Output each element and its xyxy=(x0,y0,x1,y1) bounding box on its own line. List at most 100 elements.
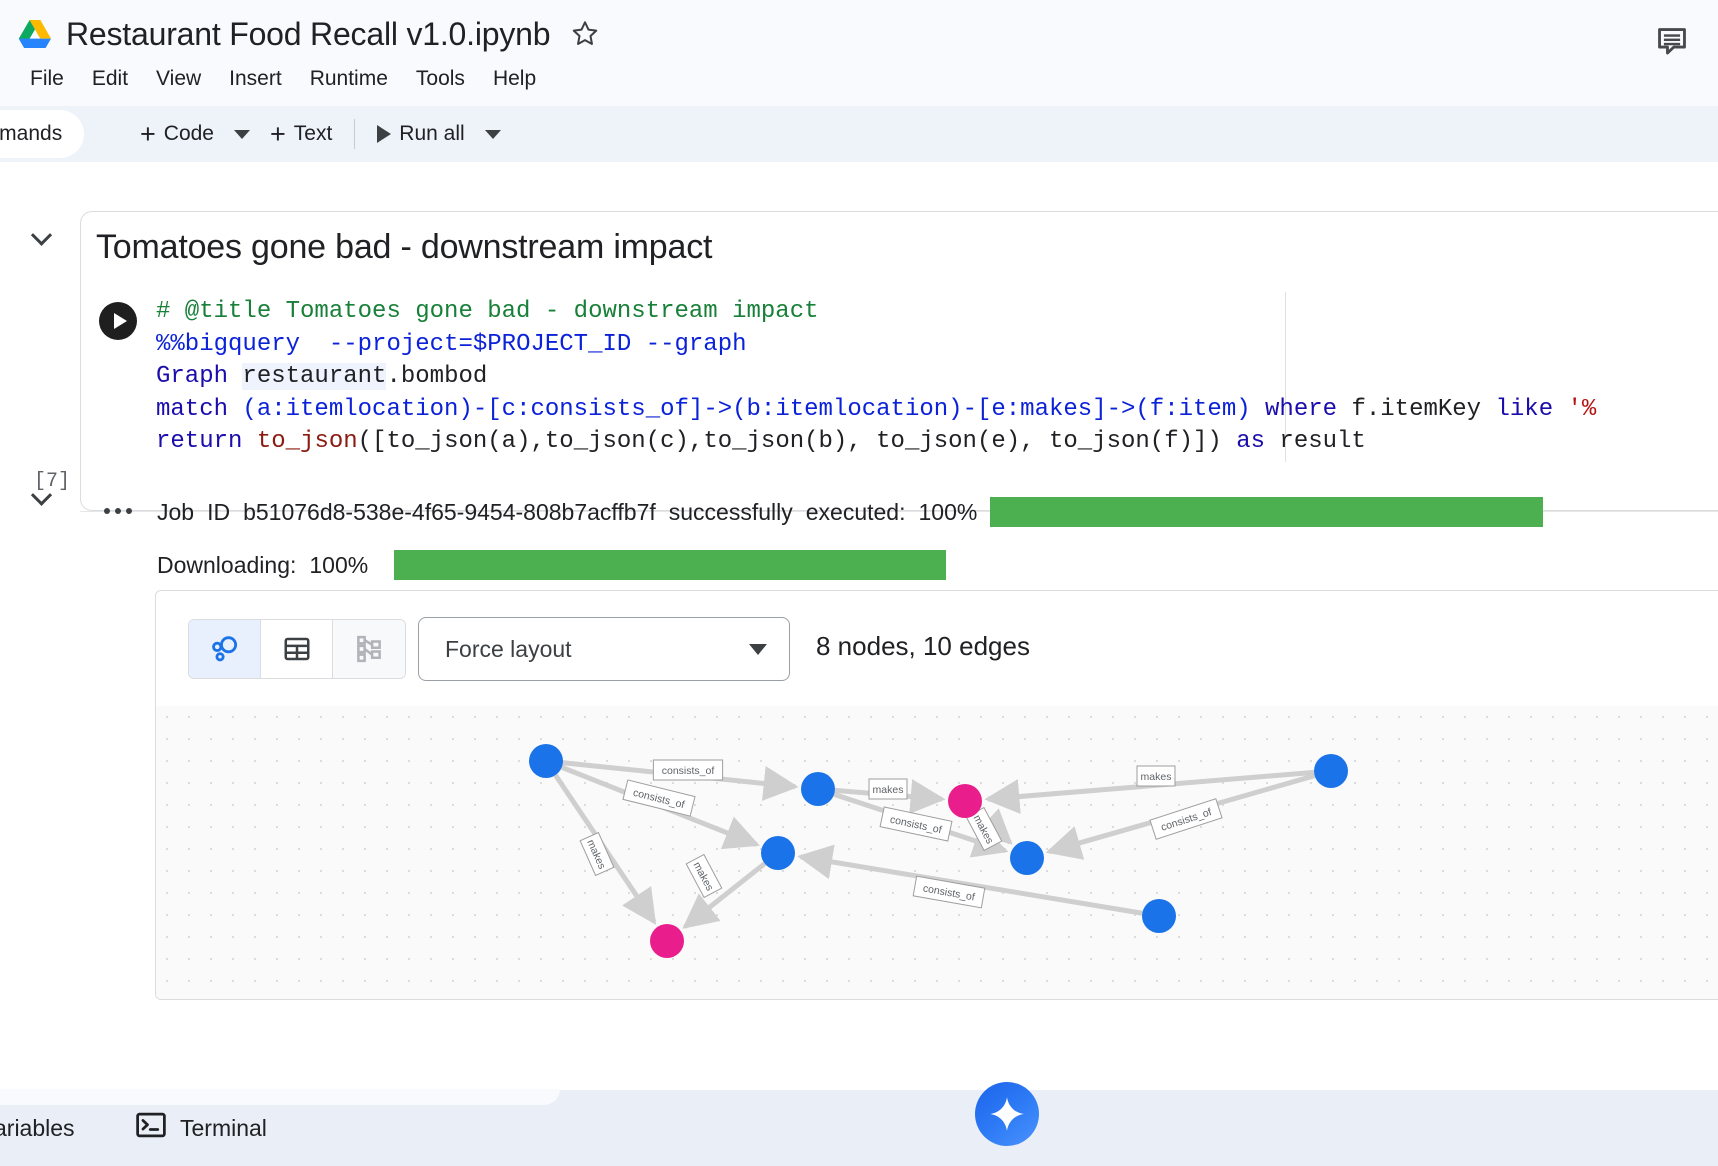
commands-button[interactable]: ommands xyxy=(0,110,85,158)
graph-node[interactable] xyxy=(1142,899,1176,933)
variables-label: ariables xyxy=(0,1114,75,1141)
add-code-label: Code xyxy=(163,122,214,145)
job-id-value: b51076d8-538e-4f65-9454-808b7acffb7f xyxy=(243,498,656,525)
menu-insert[interactable]: Insert xyxy=(229,67,282,90)
code-kw-as: as xyxy=(1236,428,1266,455)
graph-stats-label: 8 nodes, 10 edges xyxy=(816,631,1030,661)
menu-bar: File Edit View Insert Runtime Tools Help xyxy=(16,58,550,100)
add-text-cell-button[interactable]: + Text xyxy=(260,116,342,152)
schema-view-icon[interactable] xyxy=(333,620,405,678)
download-progress-bar xyxy=(394,550,947,580)
run-all-chevron-down-icon[interactable] xyxy=(484,129,501,139)
menu-file[interactable]: File xyxy=(30,67,64,90)
code-table-name: restaurant xyxy=(242,363,387,390)
notebook-toolbar: ommands + Code + Text Run all xyxy=(0,106,1718,162)
code-editor[interactable]: # @title Tomatoes gone bad - downstream … xyxy=(156,296,1716,459)
download-percent: 100% xyxy=(309,551,369,578)
graph-edge-label: consists_of xyxy=(912,875,986,909)
code-kw-return: return xyxy=(156,428,243,455)
code-cell-card xyxy=(80,211,1718,511)
download-label: Downloading: xyxy=(157,551,297,578)
graph-toolbar: Force layout 8 nodes, 10 edges xyxy=(156,591,1718,706)
add-code-chevron-down-icon[interactable] xyxy=(233,129,250,139)
svg-text:consists_of: consists_of xyxy=(662,765,715,777)
output-more-options-icon[interactable] xyxy=(99,492,137,530)
star-outline-icon[interactable] xyxy=(570,19,600,49)
cell-title: Tomatoes gone bad - downstream impact xyxy=(96,228,713,266)
toolbar-divider xyxy=(354,119,356,149)
graph-view-icon[interactable] xyxy=(189,620,261,678)
graph-edges xyxy=(553,760,1316,929)
graph-node[interactable] xyxy=(529,744,563,778)
graph-node[interactable] xyxy=(801,772,835,806)
code-fn-body: ([to_json(a),to_json(c),to_json(b), to_j… xyxy=(357,428,1222,455)
job-progress-bar xyxy=(990,497,1544,527)
menu-edit[interactable]: Edit xyxy=(91,67,129,90)
code-magic-args: --project=$PROJECT_ID --graph xyxy=(328,330,747,358)
add-code-cell-button[interactable]: + Code xyxy=(130,116,224,152)
code-table-suffix: .bombod xyxy=(386,363,488,390)
job-success-text: successfully xyxy=(668,498,793,525)
code-dash-1: - xyxy=(472,395,488,423)
terminal-icon xyxy=(136,1112,166,1144)
code-node-b: (b:itemlocation) xyxy=(732,395,963,423)
play-icon xyxy=(113,313,127,329)
footer-notch xyxy=(0,1089,560,1105)
menu-tools[interactable]: Tools xyxy=(415,67,465,90)
table-view-icon[interactable] xyxy=(261,620,333,678)
code-arrow-1: -> xyxy=(703,395,733,423)
page-title: Restaurant Food Recall v1.0.ipynb xyxy=(66,15,551,52)
graph-edge-label: consists_of xyxy=(1149,798,1223,840)
code-kw-match: match xyxy=(156,395,229,423)
comment-bubble-icon[interactable] xyxy=(1648,18,1696,66)
code-kw-where: where xyxy=(1265,395,1338,423)
job-percent: 100% xyxy=(918,498,978,525)
view-toggle-group xyxy=(188,619,406,679)
job-executed-text: executed: xyxy=(805,498,906,525)
chevron-down-icon xyxy=(749,643,767,655)
graph-edge-label: consists_of xyxy=(652,759,724,781)
graph-canvas[interactable]: consists_of consists_of makes consists_of ma… xyxy=(156,706,1718,1000)
run-cell-button[interactable] xyxy=(99,302,137,340)
graph-node[interactable] xyxy=(650,924,684,958)
code-fn-tojson: to_json xyxy=(256,428,358,455)
code-cond: f.itemKey xyxy=(1351,395,1482,423)
layout-select-value: Force layout xyxy=(445,635,572,662)
plus-icon: + xyxy=(140,119,156,149)
layout-select[interactable]: Force layout xyxy=(418,617,790,681)
graph-edge-label: consists_of xyxy=(879,806,953,842)
toolbar-actions: + Code + Text Run all xyxy=(130,106,511,162)
svg-text:makes: makes xyxy=(873,784,904,796)
notebook-body: [7] Tomatoes gone bad - downstream impac… xyxy=(0,162,1718,1090)
graph-node[interactable] xyxy=(1010,841,1044,875)
graph-node[interactable] xyxy=(948,784,982,818)
run-all-button[interactable]: Run all xyxy=(367,116,474,152)
graph-output-panel: Force layout 8 nodes, 10 edges consists_… xyxy=(155,590,1718,1000)
svg-text:makes: makes xyxy=(1141,771,1172,783)
code-alias: result xyxy=(1279,428,1366,455)
code-kw-graph: Graph xyxy=(156,363,229,390)
graph-node[interactable] xyxy=(761,836,795,870)
terminal-button[interactable]: Terminal xyxy=(128,1106,275,1150)
menu-help[interactable]: Help xyxy=(492,67,537,90)
job-status-line: Job ID b51076d8-538e-4f65-9454-808b7acff… xyxy=(157,497,1544,527)
add-text-label: Text xyxy=(293,122,333,145)
code-edge-c: [c:consists_of] xyxy=(487,395,704,423)
menu-runtime[interactable]: Runtime xyxy=(309,67,388,90)
menu-view[interactable]: View xyxy=(156,67,202,90)
gemini-sparkle-icon[interactable] xyxy=(975,1082,1039,1146)
download-status-line: Downloading: 100% xyxy=(157,550,947,580)
graph-edge[interactable] xyxy=(797,844,1143,916)
graph-edge-label: makes xyxy=(868,778,908,800)
graph-nodes[interactable] xyxy=(529,744,1348,958)
collapse-code-cell-toggle[interactable] xyxy=(24,222,58,256)
code-dash-2: - xyxy=(962,395,977,423)
graph-edge[interactable] xyxy=(682,861,767,929)
terminal-label: Terminal xyxy=(180,1114,267,1141)
graph-node[interactable] xyxy=(1314,754,1348,788)
variables-button[interactable]: ariables xyxy=(0,1106,83,1150)
graph-edge-label: makes xyxy=(1136,765,1176,787)
